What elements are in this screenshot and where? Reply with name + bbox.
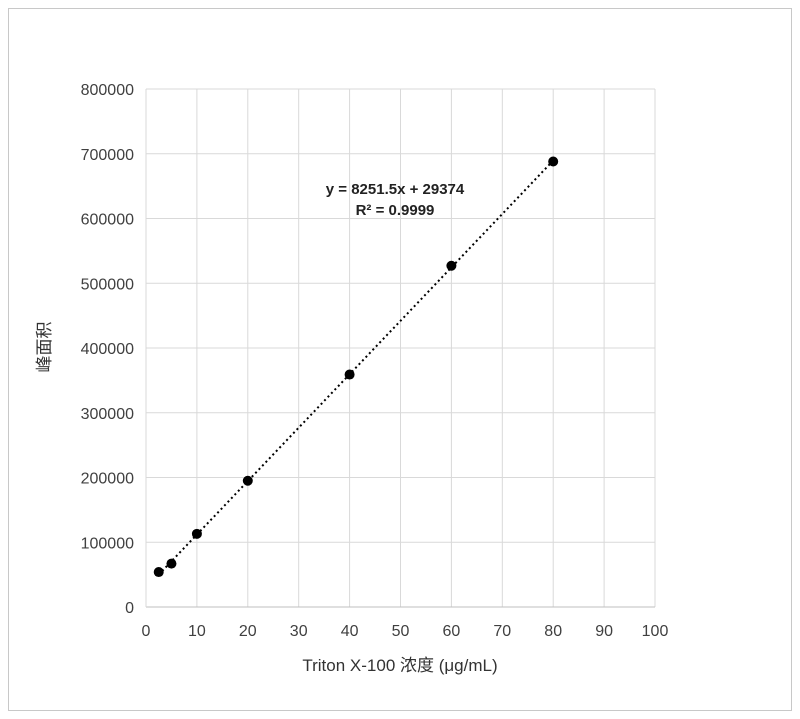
x-tick-label: 20 xyxy=(239,623,257,640)
x-tick-label: 40 xyxy=(341,623,359,640)
grid xyxy=(146,88,656,607)
x-tick-label: 30 xyxy=(290,623,308,640)
data-point xyxy=(191,528,202,539)
y-tick-labels: 0 100000 200000 300000 400000 500000 600000 700… xyxy=(81,82,134,617)
data-point xyxy=(446,260,457,271)
y-tick-label: 400000 xyxy=(81,341,134,358)
points-group xyxy=(153,156,559,578)
x-tick-label: 0 xyxy=(142,623,151,640)
y-axis-title: 峰面积 xyxy=(35,322,54,373)
y-tick-label: 0 xyxy=(125,600,134,617)
x-tick-label: 80 xyxy=(544,623,562,640)
x-tick-label: 90 xyxy=(595,623,613,640)
y-tick-label: 100000 xyxy=(81,535,134,552)
y-tick-label: 600000 xyxy=(81,212,134,229)
y-tick-label: 200000 xyxy=(81,471,134,488)
trendline-r2: R² = 0.9999 xyxy=(356,202,435,219)
data-point xyxy=(548,156,559,167)
data-point xyxy=(242,475,253,486)
trendline xyxy=(158,159,554,576)
trendline-group xyxy=(158,159,554,576)
data-point xyxy=(344,369,355,380)
y-tick-label: 800000 xyxy=(81,82,134,99)
x-tick-label: 60 xyxy=(443,623,461,640)
trendline-equation: y = 8251.5x + 29374 xyxy=(326,181,465,198)
axes xyxy=(145,89,655,608)
x-tick-label: 50 xyxy=(392,623,410,640)
data-point xyxy=(166,558,177,569)
x-tick-label: 10 xyxy=(188,623,206,640)
x-tick-labels: 0 10 20 30 40 50 60 70 80 90 100 xyxy=(142,623,669,640)
y-tick-label: 700000 xyxy=(81,147,134,164)
y-tick-label: 300000 xyxy=(81,406,134,423)
data-point xyxy=(153,567,164,578)
x-tick-label: 100 xyxy=(642,623,669,640)
x-axis-title: Triton X-100 浓度 (μg/mL) xyxy=(302,656,497,675)
x-tick-label: 70 xyxy=(493,623,511,640)
y-tick-label: 500000 xyxy=(81,276,134,293)
